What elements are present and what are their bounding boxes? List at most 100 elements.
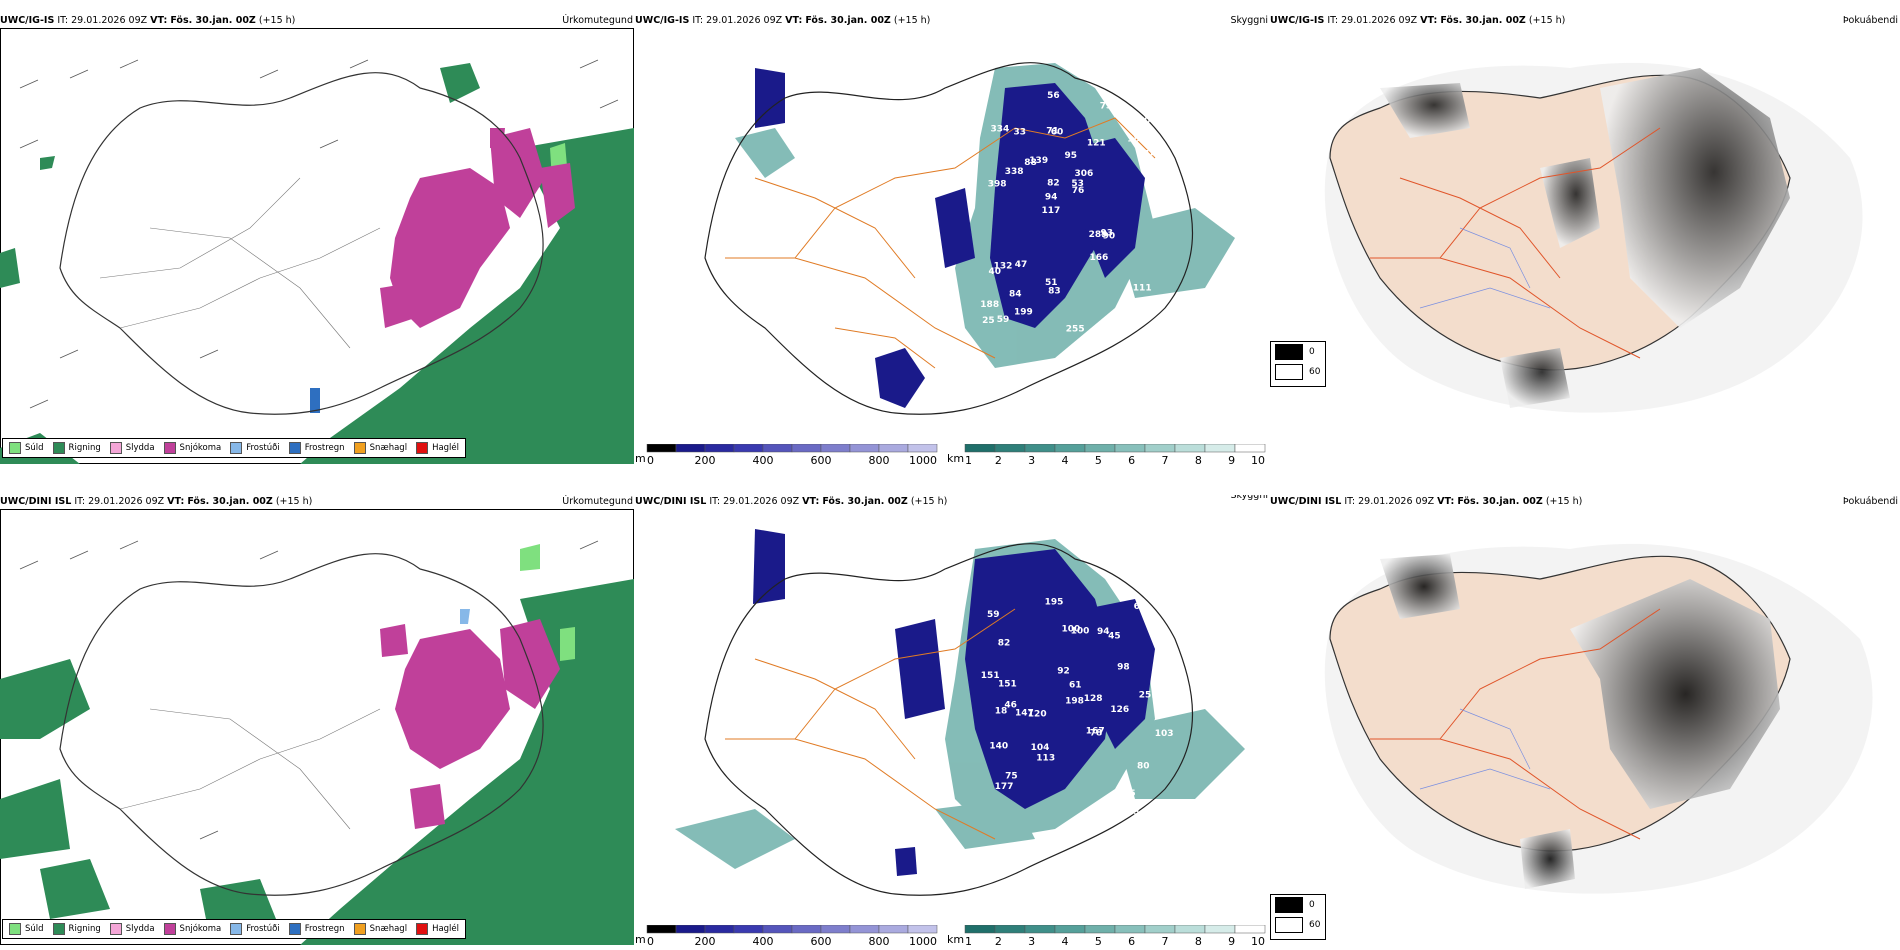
height-unit: m	[635, 933, 646, 946]
legend-swatch	[52, 923, 65, 935]
legend-item-7: Haglél	[416, 442, 459, 454]
cloud-base-label: 25	[982, 316, 995, 326]
legend-swatch	[109, 442, 122, 454]
legend-label: Rigning	[68, 924, 101, 934]
legend-label: Frostregn	[304, 924, 345, 934]
cloud-base-label: 147	[1015, 708, 1034, 718]
fog-legend-label: 0	[1309, 900, 1315, 910]
colorbar-segment	[1234, 443, 1266, 453]
cloud-base-label: 139	[1029, 156, 1048, 166]
cloud-base-label: 47	[1015, 260, 1028, 270]
legend-swatch	[288, 923, 301, 935]
legend-label: Frostúði	[246, 443, 280, 453]
legend-item-1: Rigning	[52, 442, 101, 454]
colorbar-segment	[820, 924, 851, 934]
cloud-base-label: 51	[1045, 278, 1058, 288]
precip-type-map	[0, 509, 634, 945]
it-value: 29.01.2026 09Z	[706, 15, 783, 26]
cloud-base-label: 74	[1135, 311, 1148, 321]
visibility-panel-bottom: UWC/DINI ISL IT: 29.01.2026 09Z VT: Fös.…	[635, 495, 1270, 947]
vt-label: VT:	[150, 15, 168, 26]
fog-legend-swatch	[1275, 897, 1303, 913]
colorbar-segment	[1144, 443, 1176, 453]
colorbar-tick-label: 3	[1028, 935, 1035, 947]
legend-label: Frostregn	[304, 443, 345, 453]
colorbar-tick-label: 4	[1062, 454, 1069, 466]
colorbar-tick-label: 3	[1028, 454, 1035, 466]
legend-swatch	[353, 442, 366, 454]
colorbar-segment	[1054, 924, 1086, 934]
legend-label: Haglél	[432, 443, 460, 453]
cloud-base-label: 121	[1087, 139, 1106, 149]
colorbar-segment	[907, 443, 938, 453]
colorbar-tick-label: 200	[695, 935, 716, 947]
legend-label: Haglél	[432, 924, 460, 934]
colorbar-segment	[646, 443, 677, 453]
panel-title: UWC/IG-IS IT: 29.01.2026 09Z VT: Fös. 30…	[0, 14, 635, 28]
colorbar-tick-label: 1000	[909, 935, 937, 947]
cloud-base-label: 59	[997, 315, 1010, 325]
colorbar-tick-label: 200	[695, 454, 716, 466]
cloud-base-label: 78	[1090, 728, 1103, 738]
legend-item-4: Frostúði	[230, 923, 280, 935]
panel-title: UWC/DINI ISL IT: 29.01.2026 09Z VT: Fös.…	[1270, 495, 1900, 509]
colorbar-segment	[1084, 924, 1116, 934]
legend-item-3: Snjókoma	[163, 923, 221, 935]
colorbar-segment	[675, 924, 706, 934]
cloud-base-label: 117	[1042, 206, 1061, 216]
colorbar-segment	[1054, 443, 1086, 453]
it-value: 29.01.2026 09Z	[88, 496, 165, 507]
cloud-base-label: 338	[1005, 167, 1024, 177]
vt-label: VT:	[167, 496, 185, 507]
height-colorbar-svg: 0 200 400 600 800 1000	[646, 443, 938, 466]
it-label: IT:	[57, 15, 69, 26]
it-value: 29.01.2026 09Z	[723, 496, 800, 507]
cloud-base-label: 166	[1090, 253, 1109, 263]
cloud-base-label: 84	[1009, 290, 1022, 300]
cloud-base-label: 128	[1084, 694, 1103, 704]
precip-type-panel-top: UWC/IG-IS IT: 29.01.2026 09Z VT: Fös. 30…	[0, 14, 635, 466]
cloud-base-label: 56	[1047, 91, 1060, 101]
fog-legend-row-0: 0	[1271, 895, 1325, 915]
colorbar-tick-label: 10	[1251, 454, 1265, 466]
colorbar-tick-label: 2	[995, 454, 1002, 466]
cloud-base-label: 140	[989, 741, 1008, 751]
fog-panel-bottom: UWC/DINI ISL IT: 29.01.2026 09Z VT: Fös.…	[1270, 495, 1900, 947]
model-name: UWC/IG-IS	[0, 15, 55, 26]
fog-panel-top: UWC/IG-IS IT: 29.01.2026 09Z VT: Fös. 30…	[1270, 14, 1900, 466]
colorbar-segment	[1114, 924, 1146, 934]
legend-swatch	[163, 923, 176, 935]
cloud-base-label: 83	[1048, 287, 1061, 297]
cloud-base-label: 306	[1075, 169, 1094, 179]
colorbar-segment	[1144, 924, 1176, 934]
cloud-base-label: 40	[989, 267, 1002, 277]
cloud-base-label: 18	[1127, 135, 1140, 145]
legend-swatch	[9, 442, 21, 454]
visibility-colorbar-svg: 1 2 3 4 5 6 7 8 9 10	[964, 924, 1266, 947]
vt-value: Fös. 30.jan. 00Z	[170, 15, 256, 26]
it-value: 29.01.2026 09Z	[1358, 496, 1435, 507]
cloud-base-label: 103	[1155, 729, 1174, 739]
lead-time: (+15 h)	[1545, 496, 1583, 507]
colorbar-tick-label: 0	[647, 935, 654, 947]
cloud-base-label: 188	[980, 300, 999, 310]
legend-item-6: Snæhagl	[353, 923, 407, 935]
visibility-unit: km	[947, 452, 965, 465]
fog-legend: 0 60	[1270, 341, 1326, 387]
cloud-base-label: 114	[1138, 150, 1157, 160]
legend-label: Slydda	[125, 924, 155, 934]
legend-swatch	[163, 442, 176, 454]
cloud-base-label: 76	[1072, 186, 1085, 196]
cloud-base-label: 82	[998, 639, 1011, 649]
cloud-base-label: 88	[1024, 158, 1037, 168]
legend-swatch	[416, 923, 429, 935]
lead-time: (+15 h)	[275, 496, 313, 507]
cloud-base-label: 75	[1005, 771, 1018, 781]
legend-label: Slydda	[125, 443, 155, 453]
height-colorbar: 0 200 400 600 800 1000 m	[635, 924, 940, 947]
colorbar-tick-label: 1000	[909, 454, 937, 466]
colorbar-segment	[762, 924, 793, 934]
cloud-base-label: 92	[1057, 666, 1070, 676]
cloud-base-label: 94	[1097, 627, 1110, 637]
colorbar-tick-label: 7	[1162, 454, 1169, 466]
